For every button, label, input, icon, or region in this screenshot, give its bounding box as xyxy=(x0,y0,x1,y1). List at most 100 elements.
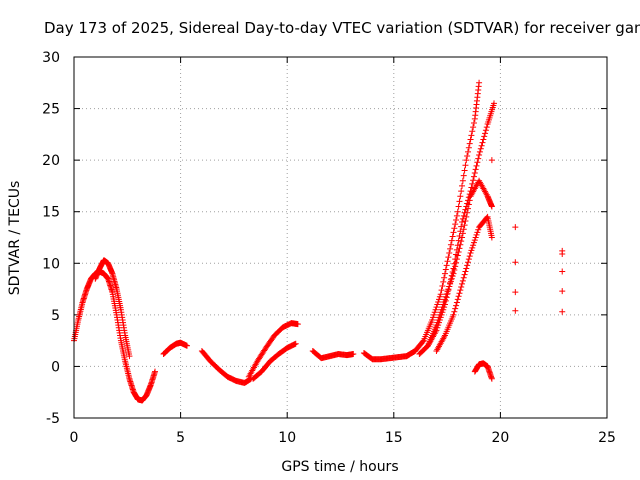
x-tick-label: 15 xyxy=(385,430,403,446)
data-point xyxy=(443,291,450,298)
data-point xyxy=(467,249,474,256)
data-point xyxy=(447,278,454,285)
data-point xyxy=(453,302,460,309)
y-tick-label: -5 xyxy=(46,411,60,427)
data-point xyxy=(450,270,457,277)
data-point xyxy=(126,353,133,360)
data-point xyxy=(464,259,471,266)
data-point xyxy=(488,157,495,164)
data-point xyxy=(453,299,460,306)
data-point xyxy=(454,252,461,259)
data-point xyxy=(459,234,466,241)
data-point xyxy=(488,203,495,210)
data-point xyxy=(512,307,519,314)
data-point xyxy=(440,301,447,308)
data-point xyxy=(436,311,443,318)
data-point xyxy=(437,291,444,298)
data-point xyxy=(472,234,479,241)
data-point xyxy=(475,155,482,162)
data-point xyxy=(459,230,466,237)
data-point xyxy=(451,308,458,315)
data-point xyxy=(436,293,443,300)
data-point xyxy=(442,266,449,273)
x-tick-label: 20 xyxy=(491,430,509,446)
data-point xyxy=(461,222,468,229)
data-point xyxy=(512,224,519,231)
data-point xyxy=(474,159,481,166)
data-point xyxy=(455,203,462,210)
data-point xyxy=(441,274,448,281)
data-point xyxy=(431,309,438,316)
data-point xyxy=(294,321,301,328)
data-point xyxy=(482,127,489,134)
data-point xyxy=(449,273,456,280)
data-point xyxy=(152,368,159,375)
data-point xyxy=(454,242,461,249)
data-point xyxy=(435,317,442,324)
data-point xyxy=(449,233,456,240)
data-point xyxy=(463,157,470,164)
data-point xyxy=(456,245,463,252)
data-point xyxy=(462,217,469,224)
data-point xyxy=(464,262,471,269)
data-point xyxy=(459,182,466,189)
data-point xyxy=(453,259,460,266)
data-point xyxy=(465,144,472,151)
data-point xyxy=(470,239,477,246)
x-tick-label: 5 xyxy=(176,430,185,446)
data-point xyxy=(466,197,473,204)
y-tick-label: 15 xyxy=(42,205,60,221)
data-point xyxy=(455,293,462,300)
data-point xyxy=(476,151,483,158)
data-point xyxy=(419,338,426,345)
data-point xyxy=(458,223,465,230)
data-point xyxy=(442,293,449,300)
data-point xyxy=(465,201,472,208)
data-point xyxy=(461,271,468,278)
data-point xyxy=(559,268,566,275)
data-point xyxy=(473,162,480,169)
data-point xyxy=(454,208,461,215)
data-point xyxy=(470,177,477,184)
data-point xyxy=(467,136,474,143)
data-point xyxy=(292,340,299,347)
data-point xyxy=(480,136,487,143)
data-point xyxy=(559,288,566,295)
data-point xyxy=(453,212,460,219)
y-tick-label: 20 xyxy=(42,153,60,169)
x-tick-label: 0 xyxy=(70,430,79,446)
data-point xyxy=(481,133,488,140)
data-point xyxy=(457,287,464,294)
y-tick-label: 25 xyxy=(42,102,60,118)
data-point xyxy=(459,280,466,287)
data-point xyxy=(450,229,457,236)
data-point xyxy=(477,145,484,152)
data-point xyxy=(446,283,453,290)
data-point xyxy=(445,254,452,261)
plot-area-border xyxy=(73,56,608,419)
data-point xyxy=(441,296,448,303)
data-point xyxy=(433,304,440,311)
data-point xyxy=(512,289,519,296)
data-point xyxy=(447,280,454,287)
data-point xyxy=(476,79,483,86)
data-point xyxy=(453,216,460,223)
data-point xyxy=(435,298,442,305)
data-point xyxy=(429,317,436,324)
data-point xyxy=(463,213,470,220)
data-point xyxy=(483,124,490,131)
data-point xyxy=(441,270,448,277)
data-point xyxy=(474,229,481,236)
data-point xyxy=(464,209,471,216)
data-point xyxy=(439,282,446,289)
y-tick-label: 0 xyxy=(51,359,60,375)
data-point xyxy=(452,305,459,312)
tick-layer: 0 5 10 15 20 25 -5 0 5 10 15 20 25 30 xyxy=(42,50,616,446)
data-point xyxy=(459,177,466,184)
data-point xyxy=(559,251,566,258)
data-point xyxy=(463,265,470,272)
data-point xyxy=(470,173,477,180)
data-point xyxy=(464,205,471,212)
data-point xyxy=(458,284,465,291)
data-point xyxy=(468,132,475,139)
